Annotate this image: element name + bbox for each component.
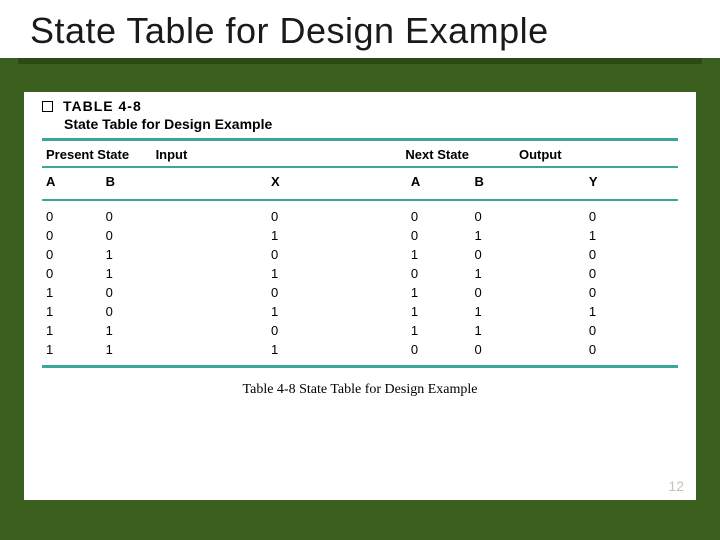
var-x: X <box>271 168 411 199</box>
table-row: 110110 <box>42 321 678 340</box>
table-number: TABLE 4-8 <box>63 98 142 114</box>
cell-y: 0 <box>589 321 678 340</box>
cell-b2: 1 <box>474 226 588 245</box>
cell-a2: 1 <box>411 245 475 264</box>
cell-b2: 0 <box>474 340 588 359</box>
cell-y: 1 <box>589 226 678 245</box>
cell-y: 0 <box>589 283 678 302</box>
cell-b2: 1 <box>474 321 588 340</box>
var-b1: B <box>106 168 271 199</box>
rule-bottom <box>42 365 678 368</box>
square-marker-icon <box>42 101 53 112</box>
cell-a2: 0 <box>411 264 475 283</box>
cell-b1: 1 <box>106 340 271 359</box>
cell-b1: 1 <box>106 321 271 340</box>
cell-b1: 0 <box>106 207 271 226</box>
table-label-row: TABLE 4-8 <box>42 98 678 114</box>
cell-b1: 0 <box>106 283 271 302</box>
cell-x: 1 <box>271 302 411 321</box>
table-row: 010100 <box>42 245 678 264</box>
var-a2: A <box>411 168 475 199</box>
cell-y: 0 <box>589 207 678 226</box>
cell-a1: 1 <box>42 321 106 340</box>
cell-x: 0 <box>271 245 411 264</box>
cell-a2: 0 <box>411 207 475 226</box>
var-a1: A <box>42 168 106 199</box>
cell-y: 0 <box>589 264 678 283</box>
hdr-next-state: Next State <box>405 141 519 166</box>
cell-x: 0 <box>271 321 411 340</box>
slide-title: State Table for Design Example <box>0 0 720 58</box>
cell-a2: 1 <box>411 283 475 302</box>
cell-b1: 1 <box>106 245 271 264</box>
cell-x: 1 <box>271 226 411 245</box>
cell-a1: 0 <box>42 226 106 245</box>
cell-x: 0 <box>271 283 411 302</box>
table-panel: TABLE 4-8 State Table for Design Example… <box>24 92 696 500</box>
hdr-input: Input <box>156 141 406 166</box>
table-subtitle: State Table for Design Example <box>64 116 678 132</box>
var-b2: B <box>474 168 588 199</box>
table-row: 101111 <box>42 302 678 321</box>
cell-a1: 1 <box>42 283 106 302</box>
page-number: 12 <box>668 478 684 494</box>
var-header-row: A B X A B Y <box>42 168 678 199</box>
state-table-vars: A B X A B Y <box>42 168 678 199</box>
cell-b2: 0 <box>474 207 588 226</box>
table-row: 011010 <box>42 264 678 283</box>
hdr-present-state: Present State <box>42 141 156 166</box>
cell-a1: 0 <box>42 245 106 264</box>
cell-y: 1 <box>589 302 678 321</box>
table-row: 111000 <box>42 340 678 359</box>
title-underline <box>18 58 702 64</box>
cell-x: 1 <box>271 264 411 283</box>
cell-a1: 0 <box>42 207 106 226</box>
cell-a1: 0 <box>42 264 106 283</box>
table-caption: Table 4-8 State Table for Design Example <box>42 382 678 398</box>
cell-x: 1 <box>271 340 411 359</box>
group-header-row: Present State Input Next State Output <box>42 141 678 166</box>
cell-a1: 1 <box>42 302 106 321</box>
table-row: 001011 <box>42 226 678 245</box>
cell-b2: 0 <box>474 245 588 264</box>
var-y: Y <box>589 168 678 199</box>
cell-b1: 0 <box>106 226 271 245</box>
cell-b2: 0 <box>474 283 588 302</box>
cell-b1: 1 <box>106 264 271 283</box>
table-row: 100100 <box>42 283 678 302</box>
cell-a2: 0 <box>411 226 475 245</box>
cell-y: 0 <box>589 245 678 264</box>
cell-y: 0 <box>589 340 678 359</box>
cell-b2: 1 <box>474 264 588 283</box>
cell-a2: 0 <box>411 340 475 359</box>
state-table: Present State Input Next State Output <box>42 141 678 166</box>
cell-a2: 1 <box>411 321 475 340</box>
cell-a2: 1 <box>411 302 475 321</box>
cell-a1: 1 <box>42 340 106 359</box>
cell-x: 0 <box>271 207 411 226</box>
cell-b1: 0 <box>106 302 271 321</box>
state-table-body: 0000000010110101000110101001001011111101… <box>42 207 678 359</box>
table-row: 000000 <box>42 207 678 226</box>
cell-b2: 1 <box>474 302 588 321</box>
hdr-output: Output <box>519 141 678 166</box>
